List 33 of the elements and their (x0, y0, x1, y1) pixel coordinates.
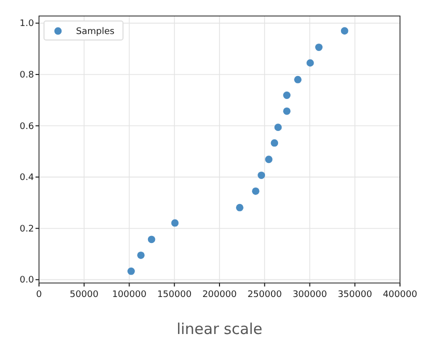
point (340, 27, 348, 35)
x-tick-label: 300000 (292, 290, 328, 300)
point (171, 219, 179, 227)
point (294, 76, 302, 84)
y-tick-label: 0.6 (20, 122, 34, 132)
point (258, 172, 266, 179)
y-tick-label: 0.2 (20, 224, 34, 234)
x-tick-label: 350000 (338, 290, 372, 300)
x-tick-label: 150000 (157, 290, 192, 300)
point (274, 124, 282, 132)
y-tick-label: 0.8 (20, 70, 34, 80)
point (127, 268, 135, 275)
x-tick-label: 400000 (382, 290, 418, 300)
point (137, 252, 145, 259)
point (315, 44, 323, 51)
x-tick-label: 50000 (70, 290, 99, 300)
point (236, 204, 244, 212)
y-tick-label: 0.0 (20, 276, 34, 286)
x-tick-label: 100000 (112, 290, 147, 300)
point (252, 187, 260, 195)
point (283, 92, 291, 99)
x-tick-label: 0 (36, 290, 42, 300)
point (148, 236, 156, 244)
point (270, 139, 278, 147)
y-tick-label: 0.4 (20, 173, 34, 184)
x-tick-label: 200000 (202, 290, 237, 300)
point (265, 156, 272, 164)
point (283, 107, 291, 115)
point (306, 59, 314, 67)
x-tick-label: 250000 (247, 290, 282, 300)
x-axis-title: linear scale (176, 320, 262, 338)
legend-label: Samples (76, 27, 115, 37)
y-tick-label: 1.0 (20, 19, 34, 30)
